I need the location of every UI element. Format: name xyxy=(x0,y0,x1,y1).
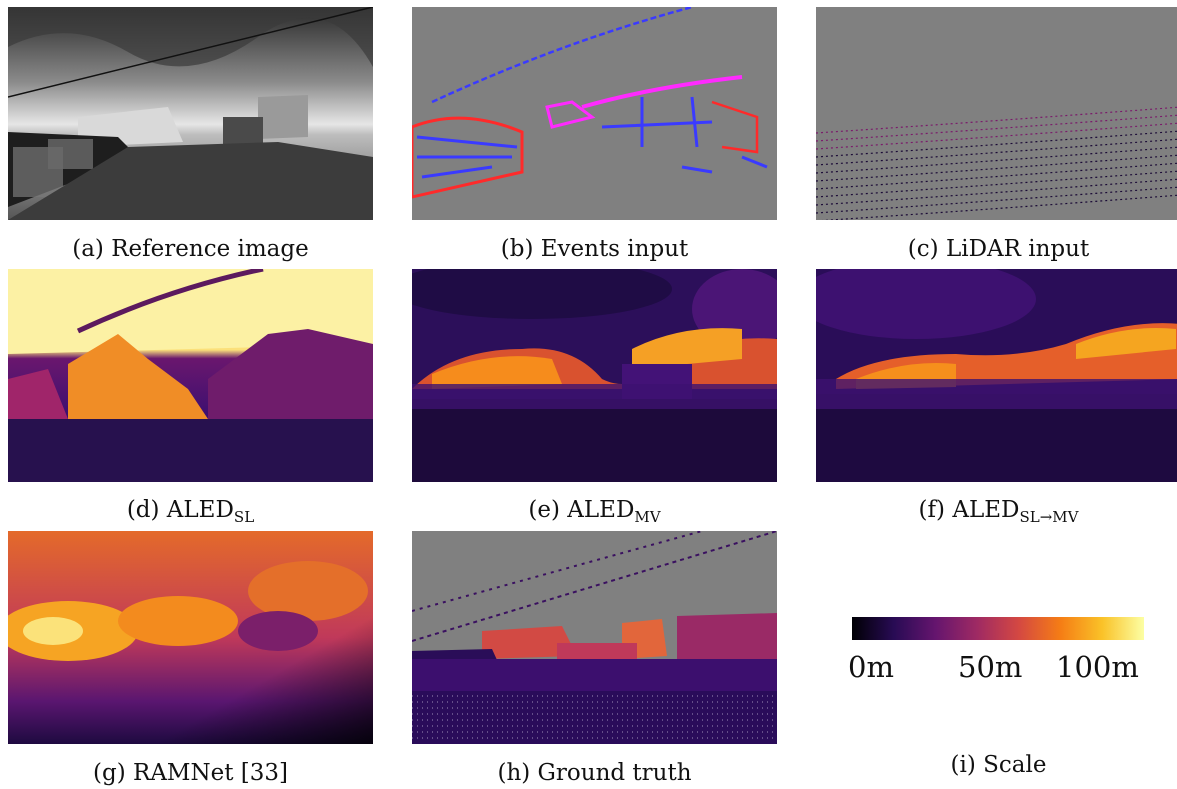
ramnet-depth-map xyxy=(8,531,373,744)
scale-tick: 100m xyxy=(1056,650,1139,684)
scale-tick: 0m xyxy=(848,650,894,684)
aled-sl-mv-depth-map xyxy=(816,269,1177,482)
caption-h: (h) Ground truth xyxy=(497,760,692,786)
caption-a: (a) Reference image xyxy=(72,236,309,262)
caption-g: (g) RAMNet [33] xyxy=(93,760,288,786)
caption-i: (i) Scale xyxy=(950,752,1047,778)
caption-f: (f) ALEDSL→MV xyxy=(918,497,1079,526)
caption-d: (d) ALEDSL xyxy=(126,497,255,526)
reference-image xyxy=(8,7,373,220)
caption-b: (b) Events input xyxy=(500,236,689,262)
aled-mv-depth-map xyxy=(412,269,777,482)
scale-tick-labels: 0m 50m 100m xyxy=(820,650,1177,690)
aled-sl-depth-map xyxy=(8,269,373,482)
ground-truth-depth-map xyxy=(412,531,777,744)
caption-c: (c) LiDAR input xyxy=(907,236,1090,262)
lidar-input-image xyxy=(816,7,1177,220)
caption-e: (e) ALEDMV xyxy=(528,497,661,526)
events-input-image xyxy=(412,7,777,220)
scale-tick: 50m xyxy=(958,650,1023,684)
depth-scale-colorbar xyxy=(852,617,1144,640)
